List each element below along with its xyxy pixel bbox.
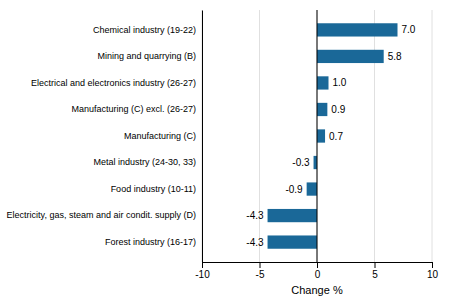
bar (317, 103, 327, 116)
x-tick-mark (202, 262, 203, 268)
x-tick-label: 5 (372, 269, 378, 280)
bar (317, 76, 329, 89)
y-tick: Manufacturing (C) excl. (26-27) (71, 104, 202, 114)
bar (317, 129, 325, 142)
x-tick-label: 0 (315, 269, 321, 280)
y-tick-label: Electrical and electronics industry (26-… (31, 78, 196, 88)
bar (317, 23, 398, 36)
bar (317, 50, 384, 63)
y-tick: Metal industry (24-30, 33) (93, 157, 202, 167)
grid-line (317, 10, 318, 262)
y-tick-label: Metal industry (24-30, 33) (93, 157, 196, 167)
y-tick-label: Chemical industry (19-22) (93, 25, 196, 35)
grid-line (202, 10, 203, 262)
x-tick-label: -5 (256, 269, 265, 280)
y-tick-label: Electricity, gas, steam and air condit. … (7, 210, 196, 220)
x-tick-mark (375, 262, 376, 268)
y-tick-label: Forest industry (16-17) (105, 237, 196, 247)
x-tick: 0 (315, 262, 321, 280)
y-tick-label: Mining and quarrying (B) (97, 51, 196, 61)
y-axis-line (202, 11, 203, 263)
x-tick-mark (260, 262, 261, 268)
data-label: 0.7 (329, 131, 343, 142)
y-tick: Electricity, gas, steam and air condit. … (7, 210, 202, 220)
data-label: -4.3 (246, 210, 264, 221)
x-tick-label: -10 (195, 269, 210, 280)
y-tick: Food industry (10-11) (111, 184, 202, 194)
data-label: 7.0 (402, 24, 416, 35)
x-tick-mark (317, 262, 318, 268)
y-axis: Forest industry (16-17) Electricity, gas,… (7, 11, 203, 263)
x-tick: 5 (372, 262, 378, 280)
data-label: -0.3 (292, 157, 310, 168)
data-label: 1.0 (333, 77, 347, 88)
zero-line (317, 10, 318, 262)
data-label: 5.8 (388, 51, 402, 62)
bar (268, 209, 317, 222)
y-tick: Mining and quarrying (B) (97, 51, 202, 61)
grid-line (374, 10, 375, 262)
chart: -10 -5 0 5 10 Forest industry (16-17) Electric… (0, 0, 454, 302)
y-tick-label: Food industry (10-11) (111, 184, 196, 194)
y-tick-label: Manufacturing (C) (124, 131, 196, 141)
plot: -10 -5 0 5 10 Forest industry (16-17) Electric… (7, 10, 439, 280)
x-tick: 10 (427, 262, 439, 280)
y-tick: Manufacturing (C) (124, 131, 202, 141)
x-axis-title: Change % (291, 284, 343, 296)
y-tick: Chemical industry (19-22) (93, 25, 202, 35)
x-tick: -10 (195, 262, 210, 280)
data-label: 0.9 (331, 104, 345, 115)
bar (314, 156, 317, 169)
data-labels: -4.3 -4.3 -0.9 -0.3 0.7 0.9 1.0 5.8 7.0 (246, 24, 416, 247)
grid (202, 10, 432, 262)
bar (268, 235, 317, 248)
grid-line (432, 10, 433, 262)
y-tick: Electrical and electronics industry (26-… (31, 78, 202, 88)
data-label: -4.3 (246, 237, 264, 248)
y-tick-label: Manufacturing (C) excl. (26-27) (71, 104, 196, 114)
data-label: -0.9 (285, 184, 303, 195)
x-axis-line (203, 263, 433, 269)
x-axis: -10 -5 0 5 10 (195, 262, 438, 280)
x-tick-mark (432, 262, 433, 268)
y-tick: Forest industry (16-17) (105, 237, 202, 247)
bar (307, 182, 317, 195)
x-tick: -5 (256, 262, 265, 280)
x-tick-label: 10 (427, 269, 439, 280)
bars (268, 23, 398, 248)
grid-line (259, 10, 260, 262)
